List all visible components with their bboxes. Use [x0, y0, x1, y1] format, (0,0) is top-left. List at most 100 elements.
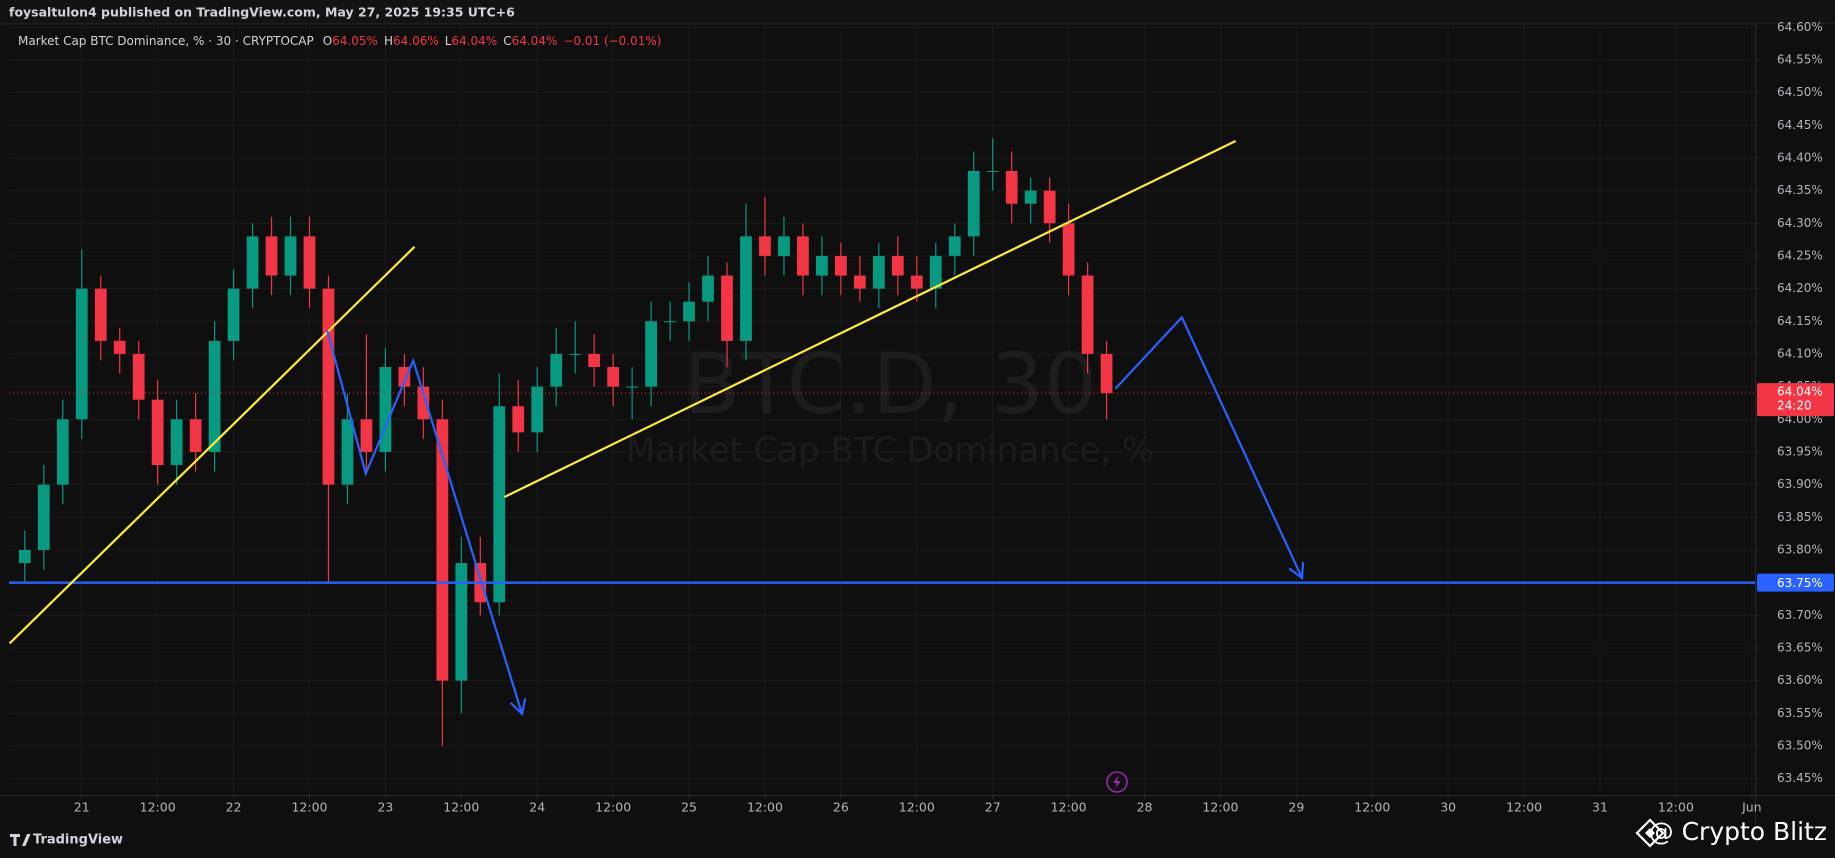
candle-body: [341, 419, 354, 485]
footer-bar: [0, 825, 1835, 858]
candle-body: [834, 255, 847, 276]
ohlc-legend: Market Cap BTC Dominance, % · 30 · CRYPT…: [18, 34, 662, 48]
y-tick-label: 63.60%: [1777, 673, 1823, 687]
candle-body: [645, 321, 657, 387]
candle-body: [664, 321, 676, 323]
header-bar: [0, 0, 1835, 24]
candle-body: [1081, 275, 1094, 354]
candle-body: [986, 171, 999, 173]
candle-body: [246, 236, 259, 289]
candle-body: [1005, 171, 1018, 204]
y-tick-label: 64.25%: [1777, 248, 1823, 262]
candle-body: [189, 419, 202, 452]
candle-body: [1024, 190, 1037, 204]
watermark: BTC.D, 30 Market Cap BTC Dominance, %: [626, 335, 1154, 471]
candle-body: [493, 406, 506, 603]
footer-credit: @ Crypto Blitz: [1649, 817, 1827, 846]
candle-body: [37, 484, 50, 550]
event-icon[interactable]: [1106, 771, 1128, 793]
candle-body: [910, 275, 923, 289]
candle-body: [853, 275, 866, 289]
candle-body: [379, 367, 392, 452]
x-tick-label: 27: [985, 800, 1001, 815]
x-tick-label: 12:00: [140, 800, 176, 815]
y-tick-label: 63.85%: [1777, 510, 1823, 524]
y-tick-label: 64.15%: [1777, 314, 1823, 328]
y-tick-label: 63.70%: [1777, 608, 1823, 622]
y-tick-label: 63.45%: [1777, 771, 1823, 785]
x-tick-label: 21: [74, 800, 90, 815]
y-tick-label: 64.60%: [1777, 20, 1823, 34]
arrow-head: [1288, 562, 1305, 581]
candle-body: [512, 406, 525, 433]
candle-body: [1043, 190, 1056, 224]
credit-diamond-inner: [1645, 828, 1655, 838]
candle-body: [113, 340, 126, 354]
x-tick-label: Jun: [1741, 800, 1762, 815]
candle-body: [816, 255, 828, 276]
candle-body: [872, 255, 885, 289]
candle-body: [550, 353, 563, 387]
candle-body: [436, 419, 449, 681]
x-tick-label: 12:00: [291, 800, 327, 815]
y-tick-label: 63.90%: [1777, 477, 1823, 491]
legend-value: 64.06%: [393, 34, 439, 48]
candle-body: [56, 419, 69, 485]
legend-value: 64.05%: [332, 34, 378, 48]
candle-body: [227, 288, 240, 341]
drawing: [503, 139, 1237, 499]
y-tick-label: 64.35%: [1777, 183, 1823, 197]
tradingview-logo: [10, 834, 31, 846]
legend-title: Market Cap BTC Dominance, % · 30 · CRYPT…: [18, 34, 314, 48]
y-tick-label: 64.30%: [1777, 216, 1823, 230]
watermark-symbol: BTC.D, 30: [683, 335, 1097, 433]
x-tick-label: 12:00: [899, 800, 935, 815]
footer-brand: TradingView: [33, 833, 123, 848]
candle-body: [132, 353, 145, 400]
legend-value: 64.04%: [512, 34, 558, 48]
overlays: [8, 139, 1755, 717]
candle-body: [607, 367, 620, 387]
x-tick-label: 12:00: [747, 800, 783, 815]
candle-body: [948, 236, 961, 256]
x-tick-label: 12:00: [1658, 800, 1694, 815]
y-tick-label: 64.40%: [1777, 150, 1823, 164]
y-tick-label: 64.50%: [1777, 85, 1823, 99]
x-tick-label: 24: [529, 800, 545, 815]
candle-body: [967, 171, 980, 237]
event-icon-bolt: [1113, 775, 1121, 789]
y-tick-label: 63.95%: [1777, 444, 1823, 458]
legend-prefix: H: [384, 34, 393, 48]
candle-body: [1100, 353, 1113, 394]
candle-body: [208, 340, 221, 452]
candle-body: [929, 255, 942, 289]
candle-body: [398, 367, 411, 387]
x-tick-label: 26: [833, 800, 849, 815]
x-tick-label: 12:00: [595, 800, 631, 815]
candle-body: [740, 236, 752, 341]
hline-price-label: 63.75%: [1777, 576, 1823, 590]
credit-diamond: [1635, 818, 1665, 848]
y-tick-label: 63.65%: [1777, 640, 1823, 654]
candle-body: [265, 236, 278, 276]
drawing: [326, 330, 524, 715]
x-tick-label: 12:00: [1506, 800, 1542, 815]
drawing: [8, 246, 416, 645]
countdown-label: 24:20: [1777, 399, 1812, 413]
candle-body: [151, 399, 164, 466]
publisher: foysaltulon4 published on TradingView.co…: [9, 5, 515, 20]
credit-logo: [1635, 818, 1665, 848]
y-tick-label: 64.45%: [1777, 118, 1823, 132]
candle-body: [683, 301, 695, 322]
candle-body: [759, 236, 771, 256]
candle-body: [417, 386, 430, 420]
candle-body: [531, 386, 544, 433]
price-axis: [1756, 24, 1835, 825]
x-tick-label: 23: [377, 800, 393, 815]
y-tick-label: 63.80%: [1777, 542, 1823, 556]
candle-body: [721, 275, 733, 341]
candle-body: [891, 255, 904, 276]
x-tick-label: 12:00: [1354, 800, 1390, 815]
candle-body: [569, 353, 582, 355]
